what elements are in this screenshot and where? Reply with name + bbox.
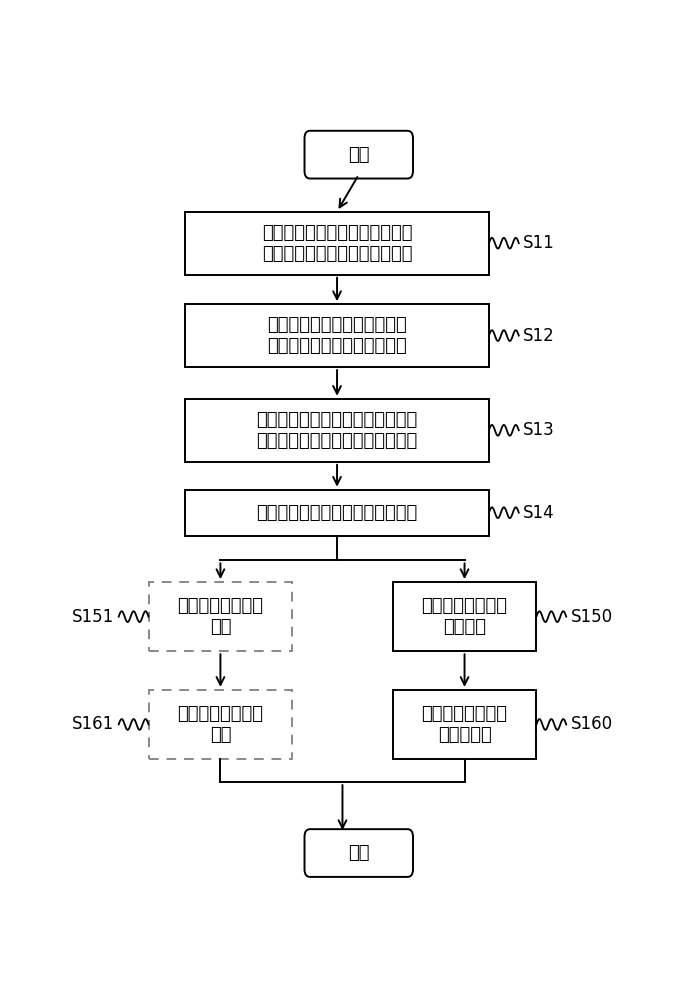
Text: 结束: 结束 bbox=[348, 844, 370, 862]
Text: 确定分压器的补偿
电压: 确定分压器的补偿 电压 bbox=[177, 597, 263, 636]
Bar bbox=[185, 399, 489, 462]
Text: 确定断路器断口的
不均匀系数: 确定断路器断口的 不均匀系数 bbox=[421, 705, 508, 744]
Bar bbox=[148, 582, 293, 651]
Text: S14: S14 bbox=[523, 504, 555, 522]
Text: 建立断路器开断容性负载后的
交流等效电路和直流等效电路: 建立断路器开断容性负载后的 交流等效电路和直流等效电路 bbox=[267, 316, 407, 355]
Text: 获得交直流叠加后的暂态恢复电压: 获得交直流叠加后的暂态恢复电压 bbox=[256, 504, 418, 522]
Bar bbox=[185, 490, 489, 536]
Bar bbox=[185, 212, 489, 275]
Text: S12: S12 bbox=[523, 327, 555, 345]
Text: S150: S150 bbox=[570, 608, 612, 626]
Bar bbox=[148, 690, 293, 759]
Text: S11: S11 bbox=[523, 234, 555, 252]
Text: 确定电路元件的参数，获得电流
开断瞬间电路元件上的初始电压: 确定电路元件的参数，获得电流 开断瞬间电路元件上的初始电压 bbox=[262, 224, 412, 263]
Text: S13: S13 bbox=[523, 421, 555, 439]
Text: 校正分压器的测量
结果: 校正分压器的测量 结果 bbox=[177, 705, 263, 744]
Text: S161: S161 bbox=[72, 715, 114, 733]
Text: S160: S160 bbox=[570, 715, 612, 733]
Bar bbox=[393, 582, 536, 651]
FancyBboxPatch shape bbox=[304, 829, 413, 877]
Text: S151: S151 bbox=[72, 608, 114, 626]
Text: 分别获得交流等效电路和直流等效
电路的断路器断口的暂态恢复电压: 分别获得交流等效电路和直流等效 电路的断路器断口的暂态恢复电压 bbox=[256, 411, 418, 450]
Text: 开始: 开始 bbox=[348, 146, 370, 164]
FancyBboxPatch shape bbox=[304, 131, 413, 179]
Bar bbox=[393, 690, 536, 759]
Bar bbox=[185, 304, 489, 367]
Text: 确定断路器断口的
电压峰值: 确定断路器断口的 电压峰值 bbox=[421, 597, 508, 636]
